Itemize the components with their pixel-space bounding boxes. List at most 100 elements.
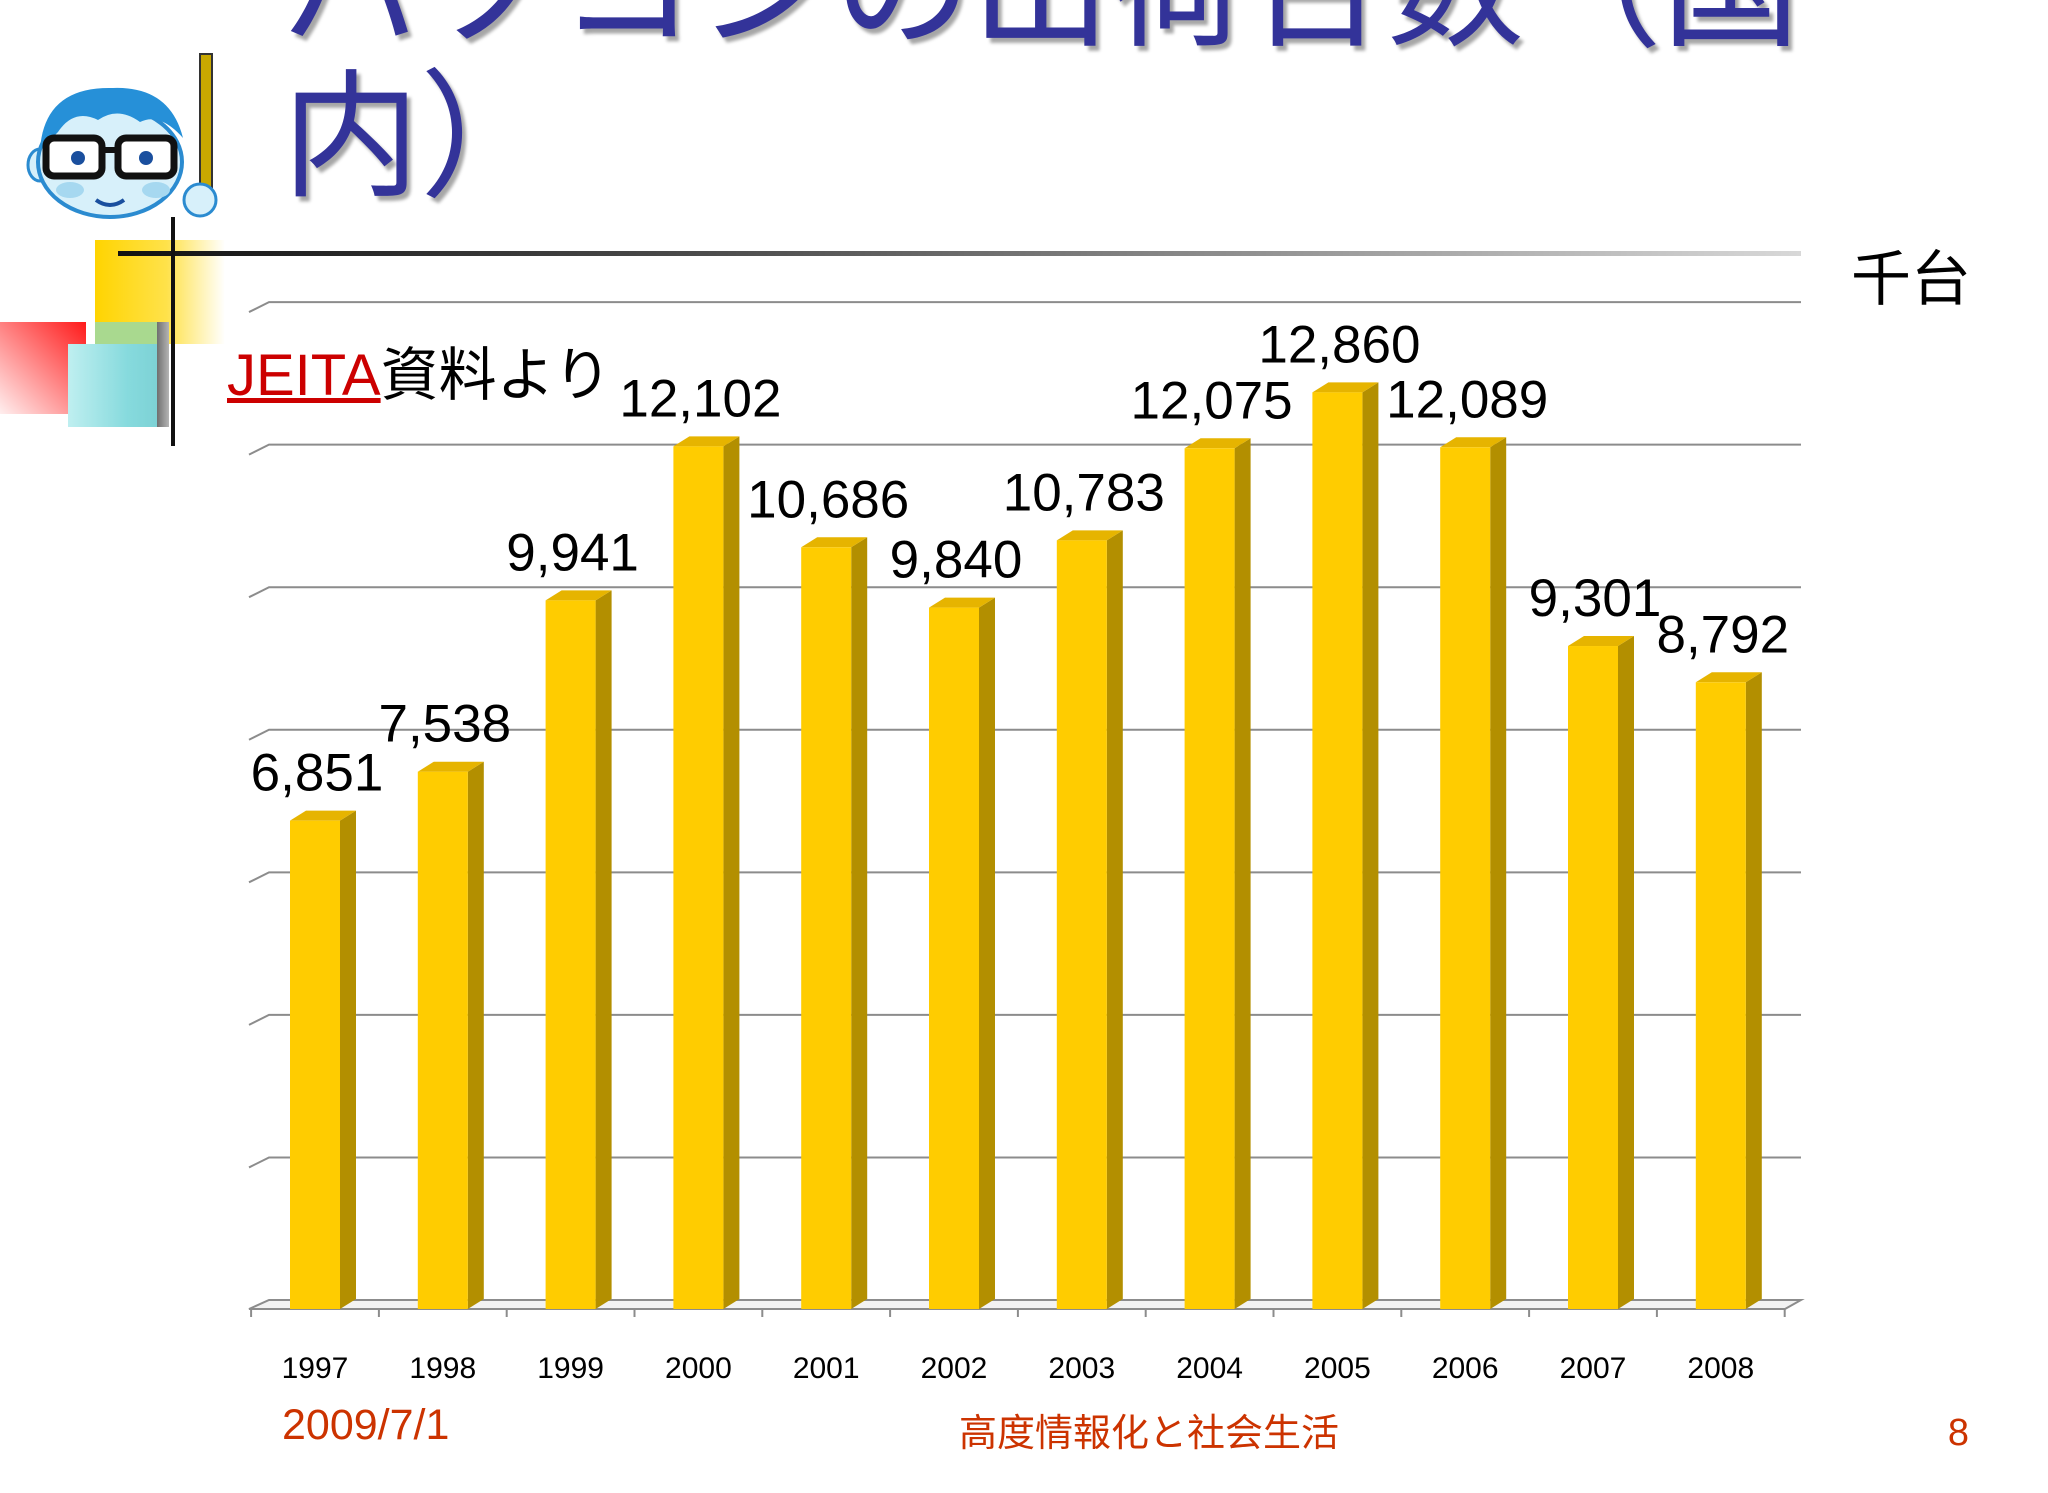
data-label-1998: 7,538 <box>378 695 511 754</box>
gridline <box>248 728 1801 741</box>
data-label-1997: 6,851 <box>251 744 384 803</box>
gridlines <box>248 301 1801 1169</box>
x-tick-label: 2002 <box>921 1352 988 1385</box>
source-link[interactable]: JEITA <box>227 343 381 408</box>
bar-2005 <box>1312 382 1379 1309</box>
bar-front <box>673 446 724 1309</box>
mascot-mouth <box>94 198 126 207</box>
template-gray-bar <box>157 322 169 427</box>
bar-front <box>1440 447 1491 1309</box>
mascot-eye <box>139 151 153 165</box>
x-tick-label: 2003 <box>1048 1352 1115 1385</box>
mascot-eye <box>71 151 85 165</box>
bar-2008 <box>1695 672 1762 1309</box>
bar-top <box>1056 530 1123 541</box>
mascot-image <box>26 53 218 219</box>
data-label-2004: 12,075 <box>1131 371 1293 430</box>
bar-front <box>929 607 979 1309</box>
bar-front <box>1056 540 1107 1309</box>
x-tick-label: 1997 <box>282 1352 349 1385</box>
bar-front <box>417 771 468 1309</box>
bar-top <box>1440 437 1507 448</box>
template-cyan-block <box>68 344 168 427</box>
x-tick-label: 2004 <box>1176 1352 1243 1385</box>
gridline <box>248 586 1801 599</box>
unit-label: 千台 <box>1851 245 1971 315</box>
bar-1997 <box>290 810 356 1309</box>
data-label-2001: 10,686 <box>747 470 909 529</box>
bar-side <box>1745 672 1762 1309</box>
bar-top <box>929 597 995 608</box>
bar-2003 <box>1056 530 1123 1309</box>
data-label-2005: 12,860 <box>1258 315 1420 374</box>
bar-front <box>1568 646 1618 1309</box>
bar-side <box>340 810 356 1309</box>
x-tick-label: 2005 <box>1304 1352 1371 1385</box>
bar-top <box>417 761 484 772</box>
bar-front <box>545 600 596 1309</box>
gridline <box>248 1013 1801 1026</box>
x-tick-label: 2007 <box>1560 1352 1627 1385</box>
mascot-hair <box>40 87 183 150</box>
bar-front <box>1312 392 1363 1309</box>
x-tick-label: 2000 <box>665 1352 732 1385</box>
source-text: 資料より <box>380 341 612 409</box>
bar-top <box>673 436 740 447</box>
x-tick-label: 1999 <box>537 1352 604 1385</box>
bar-front <box>1695 682 1746 1309</box>
mascot-cheek <box>142 182 170 198</box>
bar-side <box>1106 530 1123 1309</box>
x-tick-label: 2001 <box>793 1352 860 1385</box>
data-label-2000: 12,102 <box>619 369 781 428</box>
bar-2006 <box>1440 437 1507 1309</box>
bar-side <box>1618 636 1634 1309</box>
bar-1998 <box>417 761 484 1309</box>
bar-top <box>801 537 868 548</box>
bar-2004 <box>1184 438 1251 1309</box>
bar-2001 <box>801 537 868 1309</box>
template-horizontal-rule <box>118 251 1801 256</box>
page-number: 8 <box>1947 1412 1969 1454</box>
data-label-2008: 8,792 <box>1656 605 1789 664</box>
bar-side <box>1362 382 1379 1309</box>
bar-side <box>723 436 740 1309</box>
bar-1999 <box>545 590 612 1309</box>
template-vertical-rule <box>171 217 175 446</box>
bar-2000 <box>673 436 740 1309</box>
gridline <box>248 1156 1801 1169</box>
bar-top <box>1695 672 1762 683</box>
footer-title: 高度情報化と社会生活 <box>958 1411 1339 1455</box>
mascot-hand <box>182 182 218 218</box>
x-tick-label: 2006 <box>1432 1352 1499 1385</box>
gridline <box>248 301 1801 313</box>
data-label-2003: 10,783 <box>1003 463 1165 522</box>
gridline <box>248 443 1801 456</box>
x-tick-label: 2008 <box>1687 1352 1754 1385</box>
bar-2002 <box>929 597 995 1309</box>
bar-side <box>467 761 484 1309</box>
bar-top <box>1568 636 1634 647</box>
data-label-1999: 9,941 <box>506 523 639 582</box>
bar-front <box>801 547 852 1309</box>
source-note: JEITA資料より <box>227 346 611 405</box>
slide-title: パソコンの出荷台数（国内） <box>282 0 1800 218</box>
bar-front <box>1184 448 1235 1309</box>
bar-side <box>979 597 995 1309</box>
bar-top <box>1312 382 1379 393</box>
data-label-2006: 12,089 <box>1386 370 1548 429</box>
x-tick-label: 1998 <box>409 1352 476 1385</box>
bar-side <box>851 537 868 1309</box>
data-label-2007: 9,301 <box>1529 569 1662 628</box>
bar-side <box>1490 437 1507 1309</box>
bar-front <box>290 820 340 1309</box>
bar-side <box>595 590 612 1309</box>
bar-top <box>1184 438 1251 449</box>
data-label-2002: 9,840 <box>890 531 1023 590</box>
gridline <box>248 871 1801 884</box>
bar-side <box>1234 438 1251 1309</box>
footer-date: 2009/7/1 <box>282 1401 450 1449</box>
x-axis-ticks <box>250 1309 1786 1317</box>
bar-top <box>290 810 356 821</box>
